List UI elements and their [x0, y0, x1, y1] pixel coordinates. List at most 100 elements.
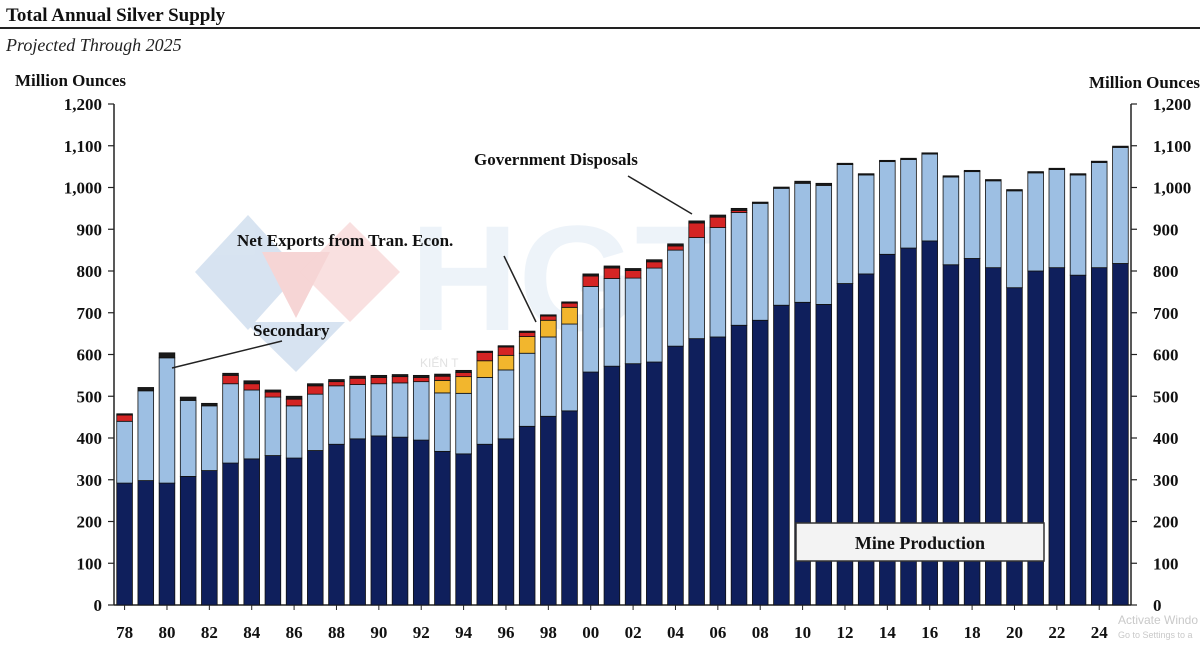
bar-mine-production-1989	[349, 438, 366, 606]
bar-mine-production-2003	[646, 361, 663, 606]
bar-government-disposals-2004	[667, 245, 684, 251]
bar-other-1989	[349, 375, 366, 379]
bar-mine-production-1992	[412, 439, 430, 606]
bar-other-2020	[1006, 189, 1023, 192]
bar-other-1986	[285, 395, 303, 400]
bar-mine-production-2002	[624, 363, 642, 606]
x-tick-label: 18	[964, 623, 981, 642]
bar-other-1995	[476, 350, 494, 353]
bar-other-2004	[667, 243, 684, 247]
bar-stack-2018	[963, 169, 981, 606]
bar-government-disposals-2005	[688, 222, 705, 239]
bar-other-2019	[985, 179, 1002, 182]
bar-other-1996	[497, 345, 515, 348]
bar-stack-2003	[646, 259, 663, 606]
bar-other-2024	[1090, 160, 1108, 163]
bar-stack-1988	[328, 379, 345, 606]
bar-mine-production-1982	[201, 470, 218, 606]
y-tick-label-left: 1,000	[64, 179, 102, 198]
bar-stack-2019	[985, 179, 1002, 606]
x-tick-label: 80	[158, 623, 175, 642]
bar-mine-production-2000	[582, 371, 599, 606]
bar-government-disposals-1990	[370, 377, 388, 385]
chart-title: Total Annual Silver Supply	[6, 5, 226, 26]
bar-net-exports-from-tran-econ--1993	[434, 379, 451, 394]
bar-government-disposals-1997	[518, 331, 536, 337]
bar-secondary-2009	[773, 187, 790, 306]
bar-mine-production-1983	[222, 462, 239, 606]
bar-mine-production-1996	[497, 438, 515, 606]
bar-stack-1984	[243, 380, 260, 606]
bar-stack-1979	[137, 387, 155, 606]
bar-secondary-2014	[879, 161, 896, 255]
bar-government-disposals-1993	[434, 375, 451, 381]
bar-other-2005	[688, 220, 705, 224]
bar-net-exports-from-tran-econ--1994	[455, 376, 472, 394]
bar-mine-production-1987	[307, 450, 324, 606]
bar-secondary-2007	[730, 212, 748, 326]
bar-other-2011	[815, 182, 833, 186]
y-tick-label-right: 0	[1153, 596, 1162, 615]
bar-other-2010	[794, 180, 811, 184]
bar-other-2012	[836, 162, 854, 165]
bar-stack-1989	[349, 375, 366, 606]
bar-secondary-2011	[815, 185, 833, 305]
bar-government-disposals-1991	[391, 376, 409, 384]
y-tick-label-right: 700	[1153, 304, 1179, 323]
y-tick-label-left: 100	[77, 554, 103, 573]
bar-secondary-2012	[836, 164, 854, 284]
bar-secondary-2010	[794, 182, 811, 303]
bar-secondary-2023	[1069, 174, 1087, 276]
bar-stack-2005	[688, 220, 705, 606]
bar-government-disposals-2002	[624, 270, 642, 279]
x-tick-label: 00	[582, 623, 599, 642]
bar-stack-2015	[900, 157, 917, 606]
y-tick-label-left: 900	[77, 220, 103, 239]
bar-other-2002	[624, 268, 642, 271]
y-tick-label-left: 400	[77, 429, 103, 448]
watermark-tagline: KIẾN T	[420, 355, 459, 370]
y-tick-label-right: 200	[1153, 513, 1179, 532]
bar-secondary-2004	[667, 249, 684, 347]
legend-label: Mine Production	[855, 533, 985, 553]
bar-other-2001	[603, 265, 621, 269]
bar-other-1979	[137, 387, 155, 392]
bar-other-2000	[582, 273, 599, 277]
y-tick-label-right: 600	[1153, 346, 1179, 365]
bar-secondary-2024	[1090, 162, 1108, 269]
bar-net-exports-from-tran-econ--1995	[476, 360, 494, 378]
bar-mine-production-1991	[391, 436, 409, 606]
bar-other-2021	[1027, 171, 1044, 174]
bar-government-disposals-1989	[349, 377, 366, 385]
bar-mine-production-1979	[137, 480, 155, 606]
x-tick-label: 82	[201, 623, 218, 642]
bar-secondary-2003	[646, 267, 663, 363]
annotation-government-disposals-leader	[627, 175, 693, 215]
annotation-secondary: Secondary	[253, 321, 330, 340]
bar-stack-2021	[1027, 171, 1044, 606]
bar-stack-2016	[921, 152, 938, 606]
y-tick-label-right: 1,100	[1153, 137, 1191, 156]
annotation-net-exports-leader	[503, 255, 537, 323]
bar-other-1990	[370, 374, 388, 378]
bar-secondary-2013	[857, 174, 875, 275]
x-tick-label: 90	[370, 623, 387, 642]
bar-government-disposals-1983	[222, 374, 239, 385]
bar-government-disposals-1988	[328, 381, 345, 387]
bar-secondary-1992	[412, 381, 430, 441]
bar-mine-production-2008	[751, 319, 769, 606]
bar-secondary-1986	[285, 405, 303, 459]
bar-secondary-2000	[582, 286, 599, 373]
bar-stack-1985	[264, 389, 282, 606]
bar-stack-1983	[222, 372, 239, 606]
y-tick-label-right: 1,000	[1153, 179, 1191, 198]
bar-secondary-1988	[328, 385, 345, 445]
bar-government-disposals-1992	[412, 377, 430, 383]
bars-group	[116, 145, 1129, 606]
x-tick-label: 16	[921, 623, 938, 642]
activate-windows-subtext: Go to Settings to a	[1118, 630, 1193, 640]
bar-mine-production-1978	[116, 482, 133, 606]
bar-secondary-1982	[201, 405, 218, 471]
bar-mine-production-2004	[667, 345, 684, 606]
